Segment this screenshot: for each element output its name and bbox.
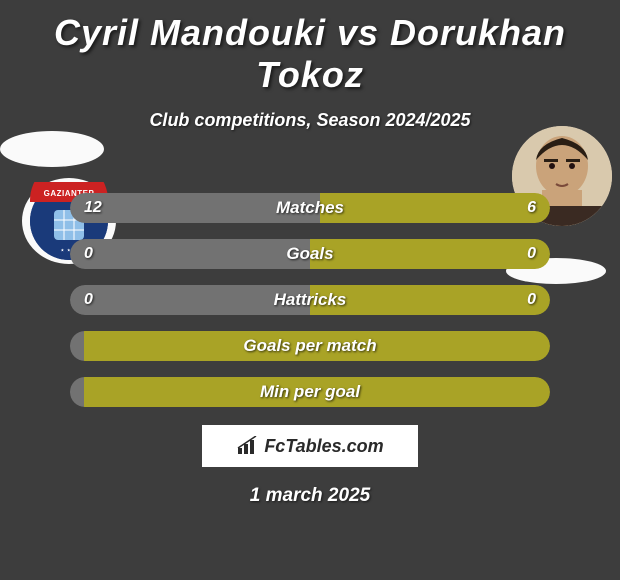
stat-row-label: Min per goal bbox=[260, 382, 360, 402]
stat-row-right bbox=[310, 239, 550, 269]
subtitle: Club competitions, Season 2024/2025 bbox=[0, 110, 620, 131]
stat-row-right-value: 0 bbox=[527, 245, 536, 263]
stat-row: Hattricks 0 0 bbox=[70, 285, 550, 315]
brand-badge: FcTables.com bbox=[202, 425, 418, 467]
stat-row-left-value: 0 bbox=[84, 245, 93, 263]
stat-row-label: Goals per match bbox=[243, 336, 376, 356]
stat-row-right bbox=[320, 193, 550, 223]
stat-row-right-value: 0 bbox=[527, 291, 536, 309]
stat-row: Goals 0 0 bbox=[70, 239, 550, 269]
stat-row-label: Hattricks bbox=[274, 290, 347, 310]
date-text: 1 march 2025 bbox=[0, 485, 620, 507]
chart-icon bbox=[236, 436, 260, 456]
stat-row-left bbox=[70, 377, 84, 407]
stat-row-left bbox=[70, 331, 84, 361]
stat-row: Min per goal bbox=[70, 377, 550, 407]
stat-row-left-value: 0 bbox=[84, 291, 93, 309]
stat-row-left bbox=[70, 239, 310, 269]
stat-row-label: Matches bbox=[276, 198, 344, 218]
stat-row: Matches 12 6 bbox=[70, 193, 550, 223]
stat-row: Goals per match bbox=[70, 331, 550, 361]
stat-row-label: Goals bbox=[286, 244, 333, 264]
player-left-avatar bbox=[0, 131, 104, 167]
stat-row-right-value: 6 bbox=[527, 199, 536, 217]
page-title: Cyril Mandouki vs Dorukhan Tokoz bbox=[0, 0, 620, 96]
comparison-rows: Matches 12 6 Goals 0 0 Hattricks 0 0 Goals per ma… bbox=[70, 193, 550, 407]
stat-row-left-value: 12 bbox=[84, 199, 102, 217]
brand-text: FcTables.com bbox=[264, 436, 383, 457]
